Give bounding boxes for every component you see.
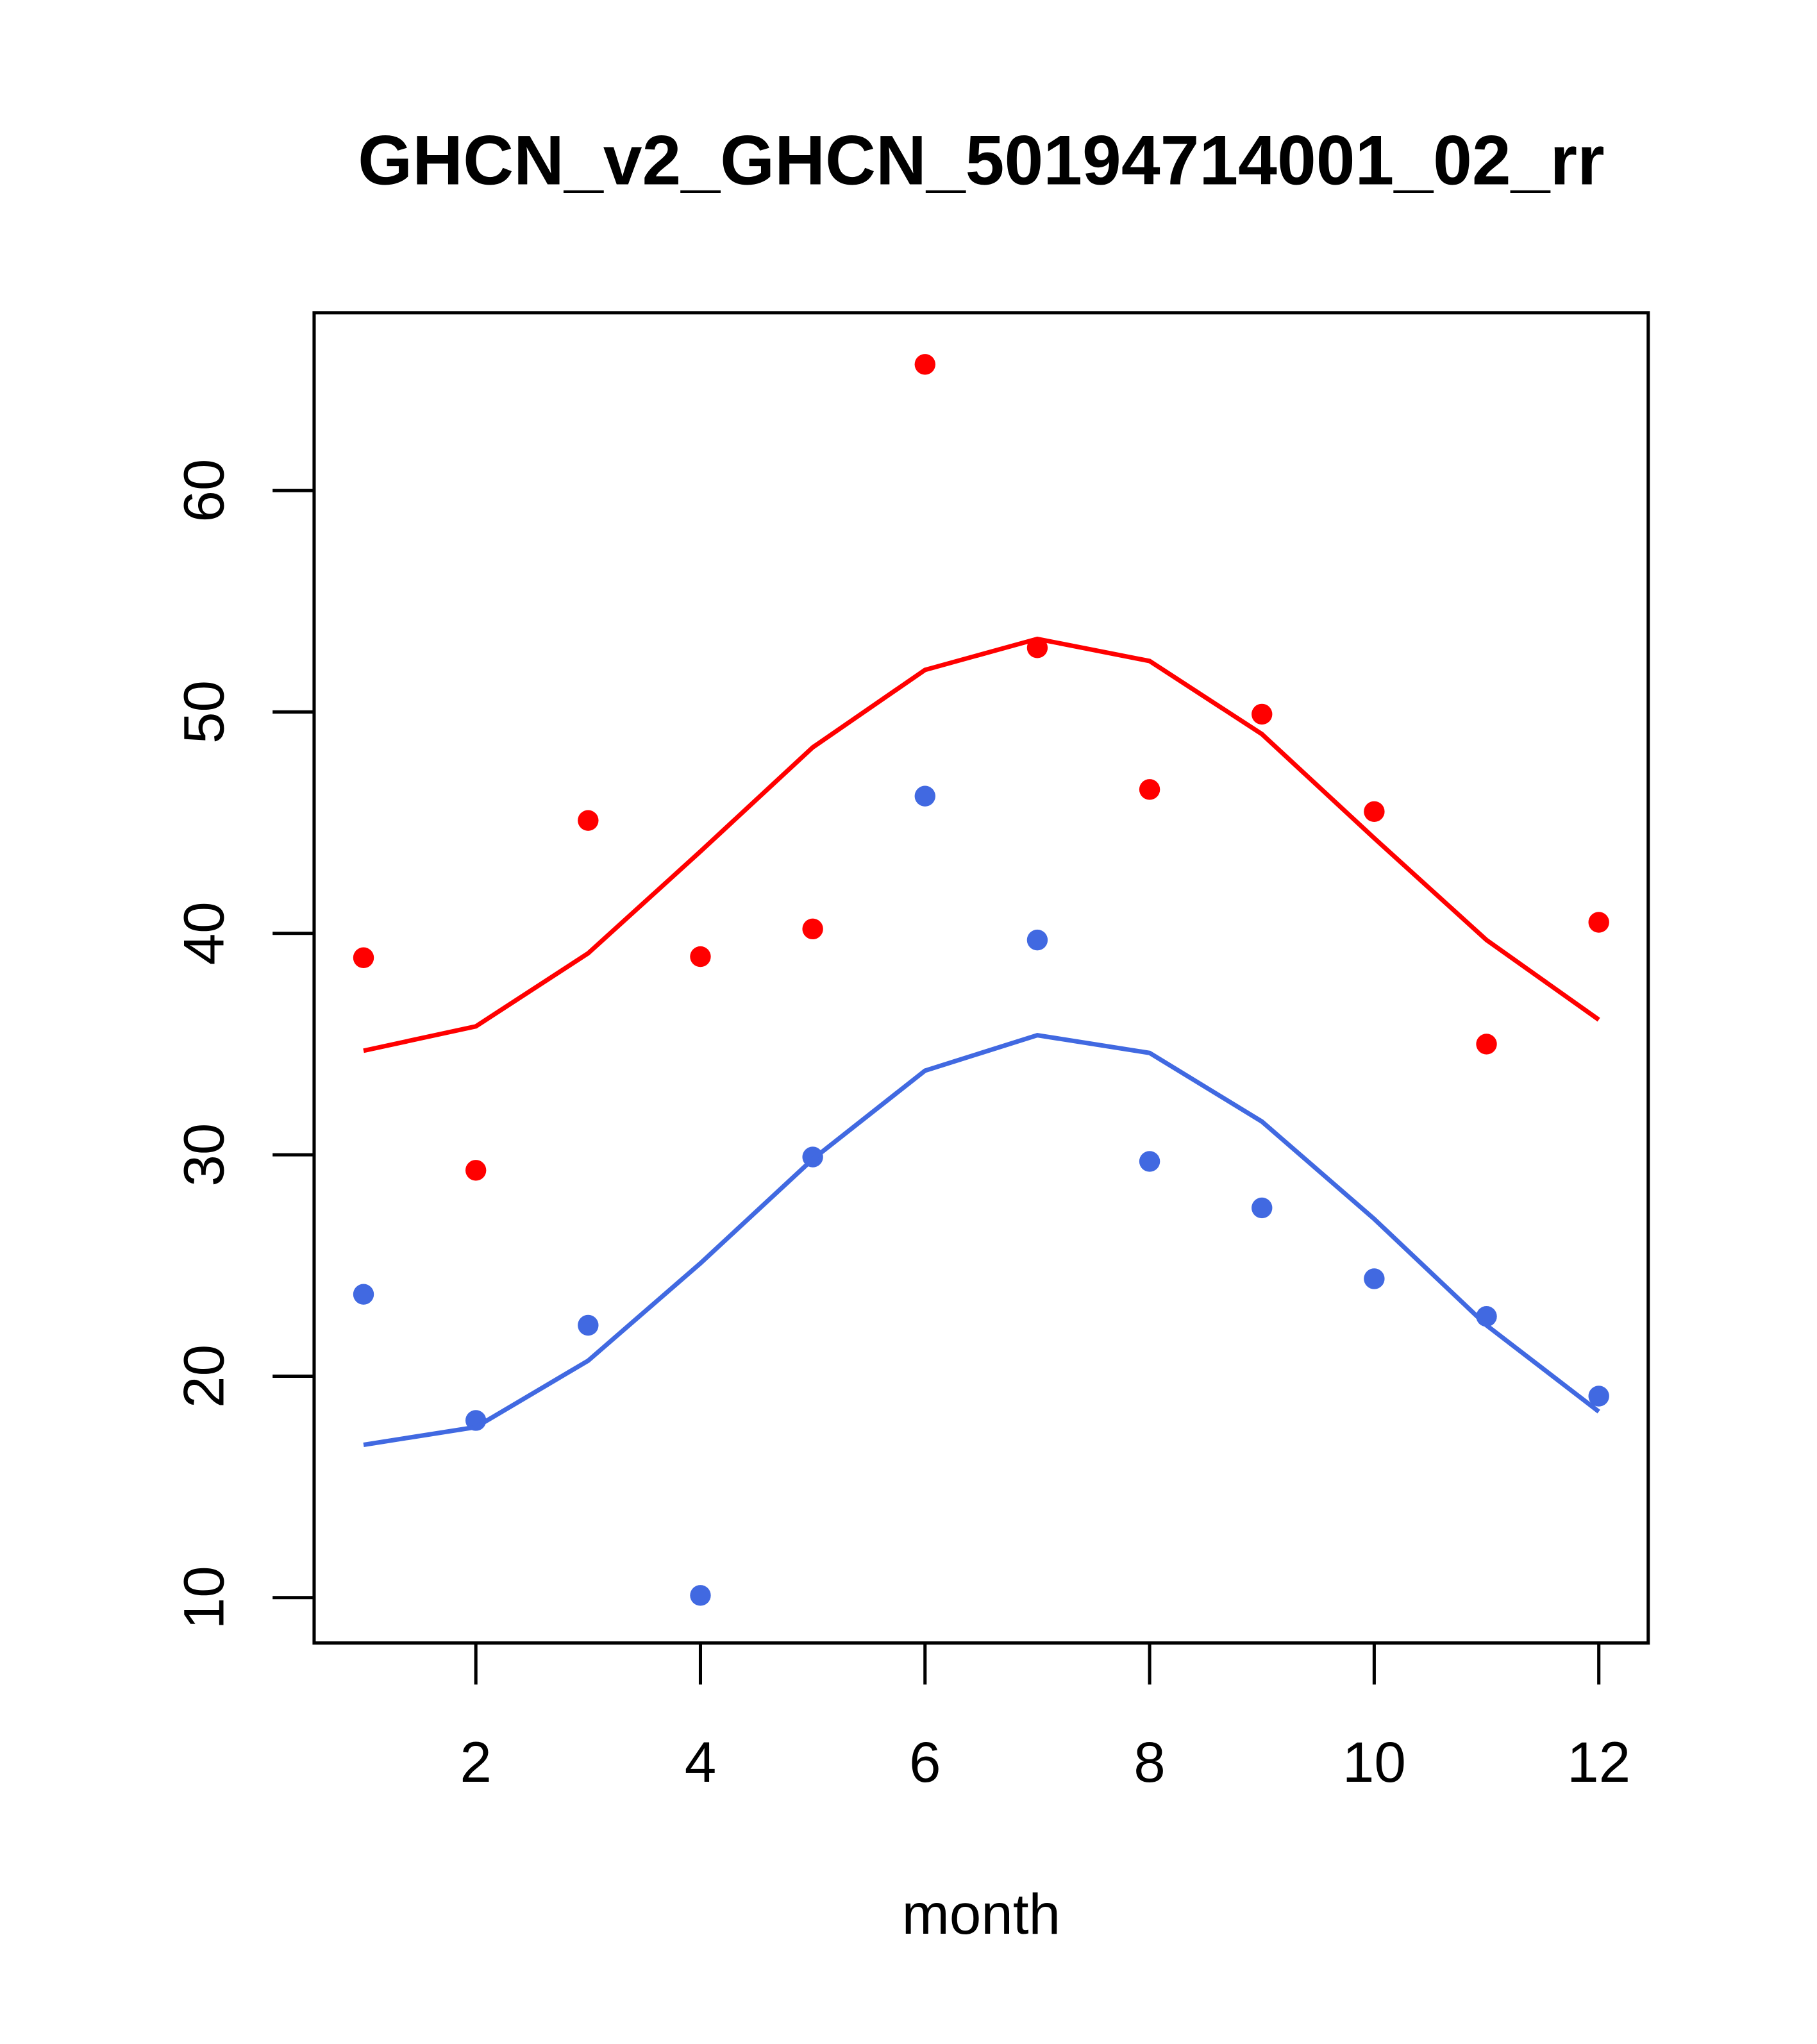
y-axis: 10 20 30 40 50 60 [171,459,314,1629]
data-point [353,947,374,968]
y-tick-label: 50 [171,680,235,744]
data-point [1026,929,1048,951]
x-tick-label: 8 [1134,1730,1166,1794]
data-point [690,946,711,968]
data-point [578,1314,599,1336]
x-axis-label: month [902,1882,1061,1946]
data-point [578,810,599,831]
data-point [1139,1151,1160,1172]
y-tick-label: 60 [171,459,235,523]
data-point [465,1160,487,1181]
y-tick-label: 40 [171,901,235,965]
data-point [690,1585,711,1606]
data-point [1139,779,1160,800]
y-tick-label: 20 [171,1345,235,1408]
chart-title: GHCN_v2_GHCN_50194714001_02_rr [358,121,1604,199]
data-point [914,354,935,375]
x-tick-label: 12 [1567,1730,1630,1794]
data-point [1476,1034,1497,1055]
series-line [363,1032,1600,1447]
data-point [1364,1268,1385,1289]
y-tick-label: 10 [171,1566,235,1629]
series-line [363,636,1600,1053]
data-point [1588,1386,1609,1407]
plot-frame [312,311,1650,1645]
data-point [914,785,935,807]
data-point [1252,703,1273,725]
x-axis: 2 4 6 8 10 12 [460,1643,1630,1794]
y-tick-label: 30 [171,1123,235,1187]
data-point [353,1284,374,1305]
data-point [1364,801,1385,823]
x-tick-label: 2 [460,1730,492,1794]
data-point [1252,1197,1273,1219]
data-point [1588,912,1609,933]
x-tick-label: 6 [909,1730,941,1794]
x-tick-label: 4 [685,1730,717,1794]
data-point [802,918,823,940]
x-tick-label: 10 [1343,1730,1406,1794]
